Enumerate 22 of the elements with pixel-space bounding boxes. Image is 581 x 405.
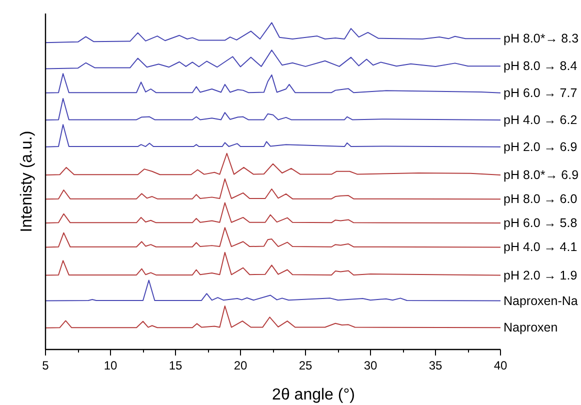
y-axis-title: Intenisty (a.u.) <box>18 130 36 232</box>
series-label: pH 2.0 → 6.9 <box>504 140 578 154</box>
series-label: pH 6.0 → 5.8 <box>504 216 578 230</box>
series-label: pH 6.0 → 7.7 <box>504 86 578 100</box>
series-label: pH 8.0 → 6.0 <box>504 192 578 206</box>
x-tick-label: 40 <box>494 358 508 372</box>
x-tick-label: 30 <box>364 358 378 372</box>
x-tick-label: 5 <box>42 358 50 372</box>
x-tick-label: 15 <box>168 358 182 372</box>
series-label: Naproxen-Na <box>504 294 578 308</box>
series-label: pH 8.0*→ 6.9 <box>504 168 579 182</box>
x-tick-label: 35 <box>428 358 442 372</box>
series-label: pH 8.0 → 8.4 <box>504 59 578 74</box>
series-label: Naproxen <box>504 320 558 335</box>
x-tick-label: 25 <box>298 358 312 372</box>
series-label: pH 8.0*→ 8.3 <box>504 32 579 46</box>
x-tick-label: 10 <box>104 358 118 372</box>
series-label: pH 4.0 → 4.1 <box>504 240 578 254</box>
x-axis-title: 2θ angle (°) <box>272 386 355 404</box>
series-label: pH 2.0 → 1.9 <box>504 268 578 282</box>
series-label: pH 4.0 → 6.2 <box>504 113 578 128</box>
x-tick-label: 20 <box>234 358 248 372</box>
